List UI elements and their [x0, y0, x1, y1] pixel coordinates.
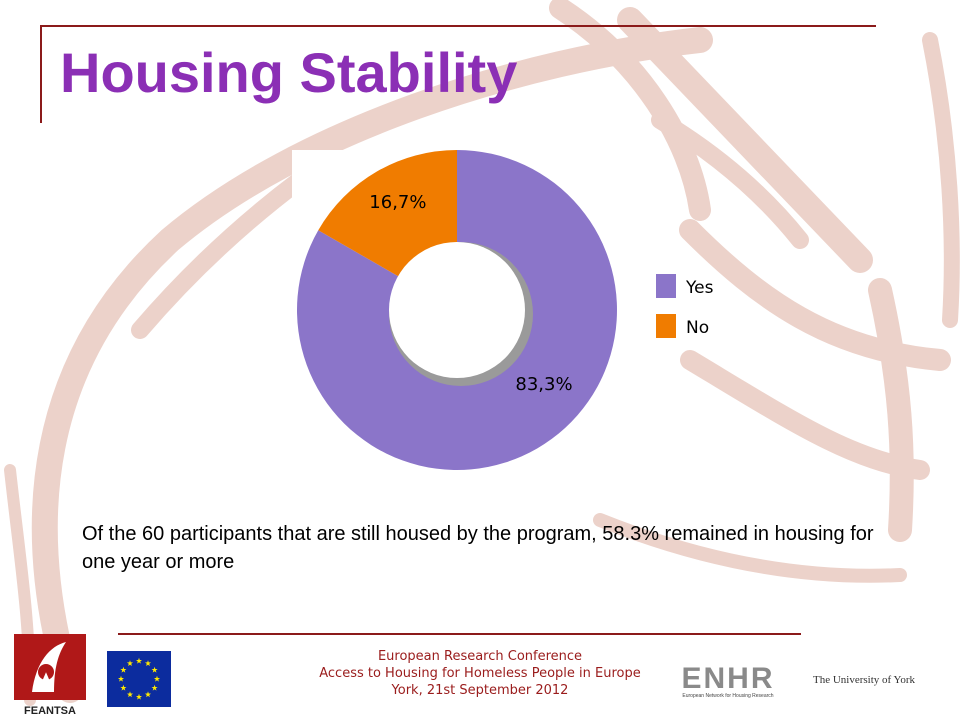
chart-caption: Of the 60 participants that are still ho… [82, 523, 874, 573]
eu-star [153, 675, 161, 682]
data-label-yes: 83,3% [515, 374, 572, 395]
top-rule [40, 25, 876, 27]
donut-hole [389, 242, 525, 378]
eu-star [144, 660, 152, 666]
eu-star [126, 691, 134, 698]
data-label-no: 16,7% [369, 192, 426, 213]
eu-star [151, 666, 158, 673]
legend-swatch-yes [656, 274, 676, 298]
eu-star [120, 684, 127, 691]
enhr-logo: ENHR European Network for Housing Resear… [681, 662, 774, 699]
footer-rule [118, 633, 801, 635]
york-wordmark: The University of York [813, 674, 916, 686]
eu-star [117, 675, 125, 682]
eu-star [135, 693, 143, 700]
university-of-york-logo: The University of York [813, 674, 916, 686]
slide-title: Housing Stability [60, 41, 518, 104]
legend-swatch-no [656, 314, 676, 338]
eu-star [126, 660, 134, 666]
eu-star [135, 657, 143, 664]
enhr-subtitle: European Network for Housing Research [682, 693, 773, 699]
left-rule [40, 25, 42, 123]
footer-line-date: York, 21st September 2012 [391, 683, 569, 698]
legend-label-yes: Yes [685, 278, 714, 298]
enhr-wordmark: ENHR [681, 662, 774, 695]
footer-line-theme: Access to Housing for Homeless People in… [319, 666, 641, 681]
footer-conference-info: European Research Conference Access to H… [220, 648, 740, 699]
footer-line-conference: European Research Conference [377, 649, 583, 664]
feantsa-wordmark: FEANTSA [24, 705, 76, 717]
feantsa-logo: FEANTSA [14, 634, 86, 717]
eu-star [120, 666, 127, 673]
legend-label-no: No [686, 318, 709, 338]
eu-flag-logo [107, 651, 171, 707]
donut-chart: 83,3% 16,7% Yes No [292, 150, 714, 480]
eu-star [144, 691, 152, 698]
eu-star [151, 684, 158, 691]
